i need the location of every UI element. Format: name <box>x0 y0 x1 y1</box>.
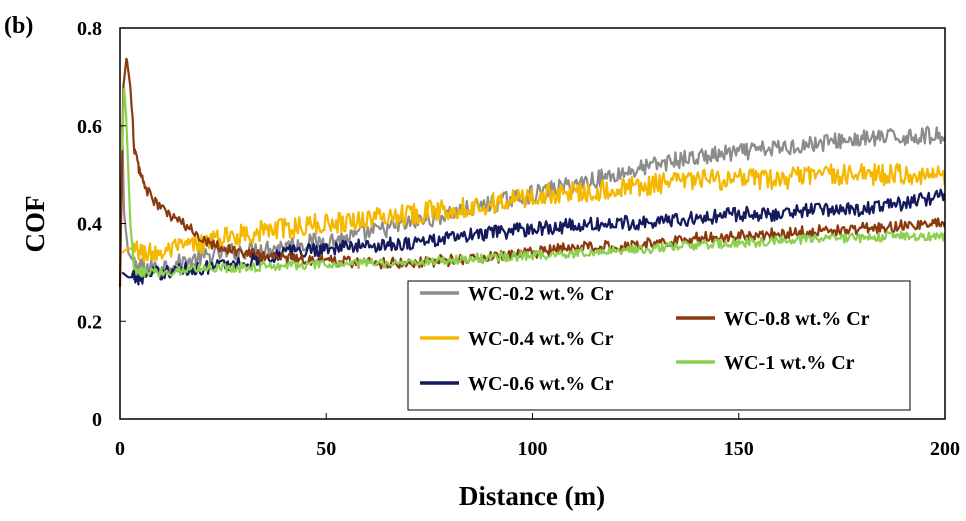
x-tick-label: 200 <box>930 438 960 460</box>
legend-box <box>407 280 911 411</box>
y-axis-title: COF <box>20 196 50 253</box>
legend-label: WC-0.6 wt.% Cr <box>468 373 614 395</box>
x-tick-label: 100 <box>518 438 548 460</box>
series-line-4 <box>118 57 946 288</box>
y-axis: 0 0.2 0.4 0.6 0.8 <box>77 18 126 431</box>
legend-label: WC-1 wt.% Cr <box>724 352 855 374</box>
series-line-3 <box>121 188 946 286</box>
series-line-5 <box>121 88 946 279</box>
x-tick-label: 50 <box>316 438 336 460</box>
legend: WC-0.2 wt.% Cr WC-0.4 wt.% Cr WC-0.6 wt.% … <box>407 280 911 411</box>
x-axis: 0 50 100 150 200 <box>115 413 960 460</box>
y-tick-label: 0.6 <box>77 116 102 138</box>
x-axis-title: Distance (m) <box>459 481 605 511</box>
y-tick-label: 0.8 <box>77 18 102 40</box>
x-tick-label: 0 <box>115 438 125 460</box>
legend-label: WC-0.4 wt.% Cr <box>468 328 614 350</box>
series-layer <box>118 57 946 288</box>
x-tick-label: 150 <box>724 438 754 460</box>
legend-label: WC-0.2 wt.% Cr <box>468 283 614 305</box>
y-tick-label: 0.4 <box>77 214 102 236</box>
y-tick-label: 0.2 <box>77 311 102 333</box>
legend-label: WC-0.8 wt.% Cr <box>724 308 870 330</box>
panel-label: (b) <box>4 13 33 39</box>
y-tick-label: 0 <box>92 409 102 431</box>
series-line-2 <box>121 163 946 263</box>
